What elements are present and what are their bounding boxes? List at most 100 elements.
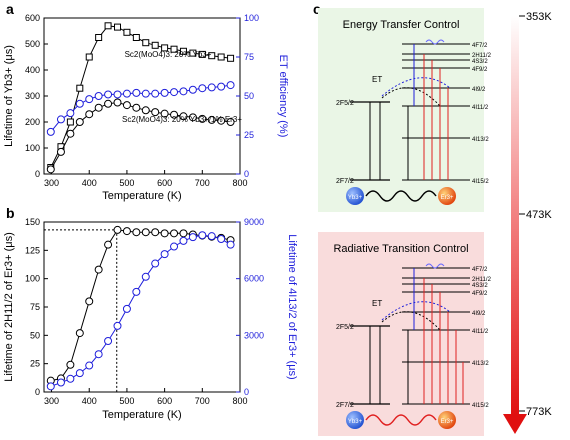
data-point	[132, 34, 140, 41]
data-point	[226, 240, 235, 249]
data-point	[179, 236, 188, 245]
er-level-label: 4F9/2	[472, 67, 488, 73]
data-point	[198, 50, 206, 58]
data-point	[217, 53, 225, 61]
x-tick-label: 500	[119, 178, 134, 188]
y-tick-label: 300	[25, 91, 40, 101]
yb-ion-label: Yb3+	[348, 195, 363, 201]
chart-a: 300 400 500 600 700 8000100200300400500600025…	[3, 13, 289, 202]
er-level-label: 4S3/2	[472, 59, 488, 65]
data-point	[132, 287, 141, 296]
data-point	[94, 103, 103, 112]
data-point	[66, 109, 75, 118]
y-tick-label: 600	[25, 13, 40, 23]
data-point	[188, 233, 197, 242]
y-tick-label: 100	[25, 274, 40, 284]
et-arrow	[381, 77, 451, 97]
chart-a-annotation-top: Sc2(MoO4)3: 20% Yb3+	[125, 50, 212, 59]
data-point	[132, 88, 141, 97]
data-point	[198, 114, 207, 123]
data-point	[75, 99, 84, 108]
non-radiative-wave	[425, 39, 445, 45]
x-tick-label: 800	[232, 396, 247, 406]
data-point	[113, 98, 122, 107]
data-point	[160, 88, 169, 97]
y2-tick-label: 100	[244, 13, 259, 23]
er-level-label: 4S3/2	[472, 283, 488, 289]
er-level-label: 4I9/2	[472, 311, 486, 317]
y-tick-label: 50	[30, 330, 40, 340]
data-point	[122, 227, 131, 236]
data-point	[170, 229, 179, 238]
y2-tick-label: 3000	[244, 330, 264, 340]
data-point	[179, 87, 188, 96]
data-point	[188, 113, 197, 122]
data-point	[170, 88, 179, 97]
y-tick-label: 200	[25, 117, 40, 127]
data-point	[56, 115, 65, 124]
data-point	[141, 228, 150, 237]
data-point	[94, 265, 103, 274]
data-point	[217, 116, 226, 125]
data-point	[122, 101, 131, 110]
data-point	[56, 378, 65, 387]
x-tick-label: 400	[82, 396, 97, 406]
data-point	[207, 232, 216, 241]
data-point	[75, 118, 84, 126]
x-tick-label: 500	[119, 396, 134, 406]
er-level-label: 4F7/2	[472, 43, 488, 49]
data-point	[151, 89, 160, 98]
data-point	[46, 127, 55, 136]
data-point	[198, 231, 207, 240]
y-tick-label: 25	[30, 359, 40, 369]
coupling-wave	[365, 190, 437, 202]
y2-tick-label: 50	[244, 91, 254, 101]
data-point	[85, 361, 94, 370]
chart-a-series	[46, 22, 235, 174]
data-point	[85, 95, 94, 104]
data-point	[94, 92, 103, 100]
data-point	[66, 374, 75, 383]
data-point	[142, 39, 150, 47]
er-ion-label: Er3+	[441, 419, 454, 425]
x-tick-label: 300	[44, 396, 59, 406]
data-point	[217, 82, 226, 91]
temperature-label-bottom: 773K	[526, 406, 552, 418]
data-point	[114, 23, 121, 31]
data-point	[85, 297, 94, 306]
series-line-0	[50, 229, 231, 382]
data-point	[217, 235, 226, 243]
y2-tick-label: 0	[244, 169, 249, 179]
chart-b: 300 400 500 600 700 8000255075100125150030006…	[3, 217, 298, 421]
er-level-label: 4I13/2	[472, 137, 489, 143]
temperature-gradient-bar	[511, 16, 519, 416]
er-level-label: 4I13/2	[472, 361, 489, 367]
x-tick-label: 300	[44, 178, 59, 188]
energy-transfer-box	[318, 8, 484, 212]
data-point	[207, 83, 216, 92]
temperature-arrowhead	[503, 414, 527, 434]
data-point	[104, 337, 113, 345]
er-level-label: 4F9/2	[472, 291, 488, 297]
data-point	[122, 304, 131, 313]
y-tick-label: 500	[25, 39, 40, 49]
yb-level-label: 2F5/2	[336, 100, 354, 107]
radiative-transition-title: Radiative Transition Control	[333, 243, 468, 255]
temperature-label-mid: 473K	[526, 209, 552, 221]
data-point	[160, 229, 169, 238]
x-tick-label: 700	[195, 178, 210, 188]
data-point	[151, 259, 160, 268]
data-point	[113, 90, 122, 99]
data-point	[151, 228, 160, 237]
x-tick-label: 600	[157, 396, 172, 406]
data-point	[94, 350, 103, 359]
data-point	[198, 84, 207, 93]
chart-a-ticks: 300 400 500 600 700 8000100200300400500600025…	[25, 13, 259, 188]
data-point	[160, 250, 169, 259]
data-point	[141, 272, 150, 281]
yb-level-label: 2F7/2	[336, 402, 354, 409]
chart-a-ylabel2: ET efficiency (%)	[277, 55, 289, 138]
yb-ion	[346, 187, 364, 205]
chart-b-series	[46, 225, 235, 391]
